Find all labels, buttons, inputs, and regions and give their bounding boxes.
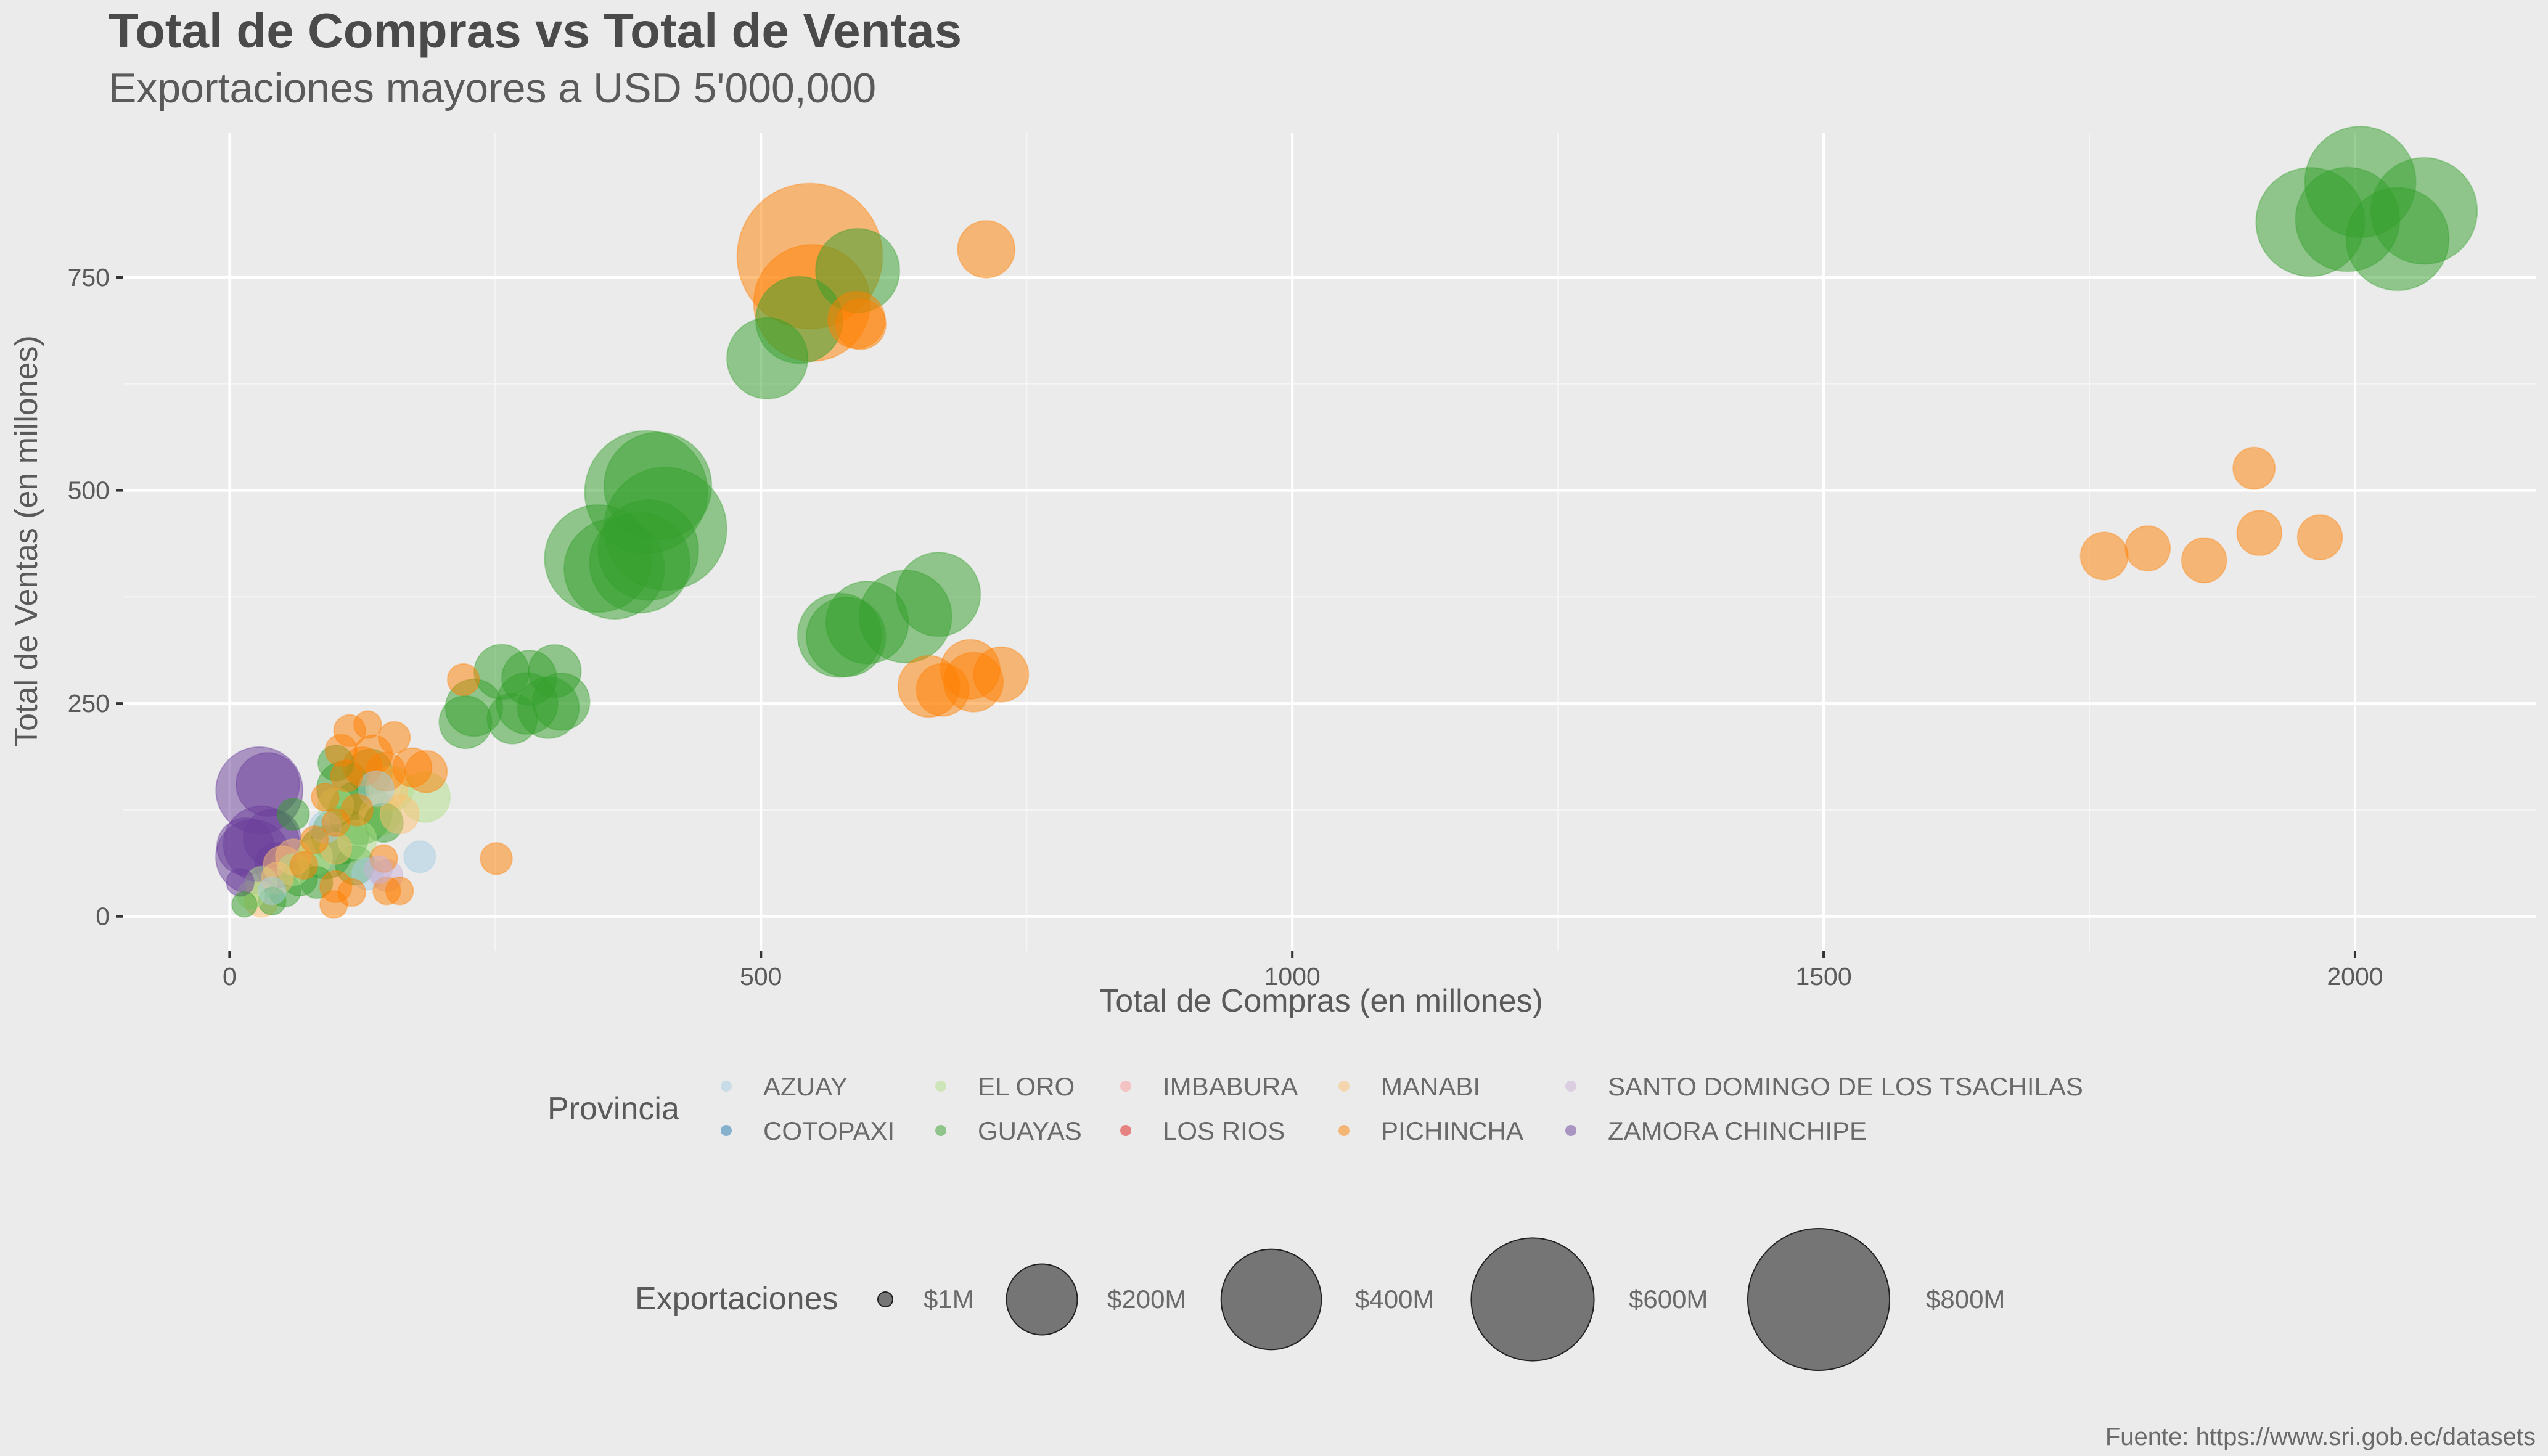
legend-key-azuay — [721, 1081, 732, 1092]
size-key-circle — [1470, 1237, 1595, 1362]
data-point-pichincha — [916, 663, 970, 717]
data-point-pichincha — [835, 298, 887, 350]
x-tick-label: 1500 — [1795, 962, 1851, 991]
legend-provincia-title: Provincia — [547, 1091, 679, 1127]
x-tick-label: 2000 — [2327, 962, 2383, 991]
legend-label-guayas: GUAYAS — [978, 1116, 1082, 1145]
size-key-label: $800M — [1926, 1285, 2005, 1314]
data-point-pichincha — [385, 876, 414, 906]
legend-key-pichincha — [1338, 1125, 1350, 1136]
data-point-pichincha — [957, 220, 1016, 279]
legend-label-el-oro: EL ORO — [978, 1072, 1075, 1101]
size-key-circle — [1747, 1228, 1890, 1371]
size-key-circle — [877, 1291, 893, 1307]
data-point-manabi — [379, 794, 420, 835]
legend-key-el-oro — [935, 1081, 946, 1092]
data-point-zamora-chinchipe — [226, 868, 255, 897]
data-point-guayas — [231, 891, 258, 918]
legend-label-azuay: AZUAY — [763, 1072, 848, 1101]
data-point-pichincha — [392, 747, 433, 788]
data-point-pichincha — [319, 890, 348, 919]
legend-exportaciones-title: Exportaciones — [635, 1281, 838, 1317]
data-point-guayas — [896, 552, 981, 637]
x-axis-title: Total de Compras (en millones) — [1099, 983, 1543, 1019]
data-point-azuay — [403, 840, 436, 873]
data-point-pichincha — [2296, 514, 2343, 560]
legend-label-santo-domingo-de-los-tsachilas: SANTO DOMINGO DE LOS TSACHILAS — [1608, 1072, 2083, 1101]
size-key-label: $600M — [1629, 1285, 1708, 1314]
data-point-guayas — [277, 798, 310, 831]
data-point-guayas — [486, 693, 538, 745]
data-point-pichincha — [377, 721, 411, 755]
y-tick-label: 500 — [68, 476, 110, 505]
legend-provincia: Provincia AZUAY COTOPAXI EL ORO GUAYAS IMBAB… — [547, 1072, 2083, 1145]
legend-label-los-rios: LOS RIOS — [1163, 1116, 1285, 1145]
legend-key-los-rios — [1120, 1125, 1131, 1136]
legend-key-zamora-chinchipe — [1565, 1125, 1576, 1136]
data-point-guayas — [726, 317, 809, 399]
data-point-guayas — [528, 644, 582, 698]
size-key-label: $200M — [1107, 1285, 1186, 1314]
data-point-pichincha — [2236, 510, 2283, 557]
data-point-guayas — [438, 695, 493, 750]
legend-key-guayas — [935, 1125, 946, 1136]
x-tick-label: 0 — [223, 962, 237, 991]
data-point-pichincha — [321, 808, 351, 837]
legend-label-manabi: MANABI — [1381, 1072, 1480, 1101]
legend-label-cotopaxi: COTOPAXI — [763, 1116, 895, 1145]
data-point-pichincha — [311, 782, 340, 812]
legend-label-pichincha: PICHINCHA — [1381, 1116, 1523, 1145]
x-tick-label: 500 — [740, 962, 782, 991]
size-key-label: $1M — [924, 1285, 974, 1314]
data-point-guayas — [805, 597, 887, 677]
data-point-santo-domingo-de-los-tsachilas — [364, 855, 393, 884]
chart-title: Total de Compras vs Total de Ventas — [109, 3, 962, 58]
caption-source: Fuente: https://www.sri.gob.ec/datasets — [2105, 1423, 2536, 1450]
y-tick-label: 0 — [96, 902, 110, 931]
legend-key-santo-domingo-de-los-tsachilas — [1565, 1081, 1576, 1092]
data-point-pichincha — [353, 710, 382, 739]
x-tick-label: 1000 — [1264, 962, 1321, 991]
data-points — [215, 126, 2478, 919]
size-key-circle — [1006, 1263, 1078, 1336]
legend-label-imbabura: IMBABURA — [1163, 1072, 1298, 1101]
data-point-guayas — [2345, 187, 2450, 292]
data-point-pichincha — [2079, 531, 2129, 581]
data-point-guayas — [597, 499, 699, 601]
y-axis-title: Total de Ventas (en millones) — [9, 335, 44, 747]
grid-minor — [123, 133, 2536, 951]
legend-key-cotopaxi — [721, 1125, 732, 1136]
data-point-pichincha — [289, 851, 319, 880]
y-tick-label: 750 — [68, 263, 110, 292]
x-axis-ticks: 0 500 1000 1500 2000 — [223, 951, 2383, 991]
size-key-circle — [1220, 1248, 1322, 1351]
data-point-pichincha — [973, 646, 1030, 703]
data-point-pichincha — [2181, 537, 2227, 584]
size-key-label: $400M — [1355, 1285, 1434, 1314]
legend-exportaciones: Exportaciones $1M $200M $400M $600M $800M — [635, 1228, 2005, 1371]
data-point-pichincha — [446, 663, 480, 697]
data-point-azuay — [358, 770, 395, 808]
legend-key-imbabura — [1120, 1081, 1131, 1092]
y-axis-ticks: 0 250 500 750 — [68, 263, 123, 931]
data-point-azuay — [258, 876, 287, 906]
legend-label-zamora-chinchipe: ZAMORA CHINCHIPE — [1608, 1116, 1867, 1145]
data-point-pichincha — [2124, 525, 2171, 571]
data-point-pichincha — [340, 793, 374, 827]
chart-subtitle: Exportaciones mayores a USD 5'000,000 — [109, 65, 877, 112]
y-tick-label: 250 — [68, 689, 110, 718]
data-point-pichincha — [480, 841, 513, 875]
data-point-pichincha — [330, 759, 363, 793]
legend-key-manabi — [1338, 1081, 1350, 1092]
data-point-pichincha — [2232, 446, 2276, 490]
plot-panel — [123, 133, 2536, 951]
data-point-pichincha — [300, 825, 329, 854]
